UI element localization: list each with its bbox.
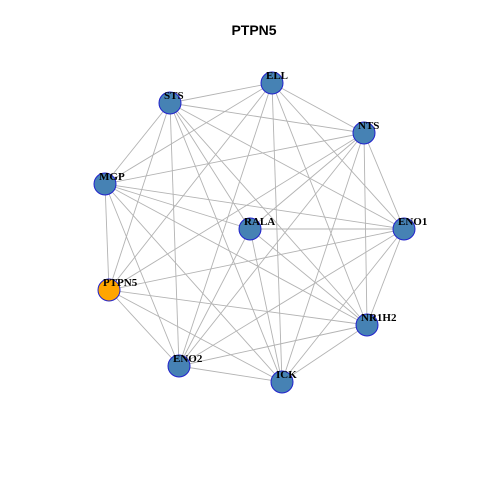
- node-label: MGP: [99, 171, 125, 183]
- edge: [249, 228, 283, 383]
- edge: [271, 82, 365, 134]
- edge: [178, 82, 273, 367]
- node: [392, 217, 416, 241]
- node: [238, 217, 262, 241]
- node: [158, 91, 182, 115]
- edge: [104, 183, 251, 230]
- edge: [104, 183, 180, 367]
- node: [167, 354, 191, 378]
- edge: [104, 183, 110, 291]
- edge: [169, 102, 251, 230]
- node-label: ELL: [266, 70, 288, 82]
- edge: [108, 289, 180, 367]
- edge: [108, 289, 283, 383]
- node-label: NR1H2: [361, 312, 397, 324]
- edge: [108, 228, 405, 291]
- node-label: ENO1: [398, 216, 427, 228]
- edge: [169, 102, 365, 134]
- edge: [104, 183, 368, 326]
- edge: [104, 183, 405, 230]
- node: [355, 313, 379, 337]
- edge: [104, 132, 365, 185]
- edge: [363, 132, 405, 230]
- node-label: PTPN5: [103, 277, 138, 289]
- edge: [366, 228, 405, 326]
- node: [93, 172, 117, 196]
- edge: [281, 324, 368, 383]
- edge: [104, 82, 273, 185]
- edge: [169, 102, 283, 383]
- node-label: ENO2: [173, 353, 203, 365]
- edge: [178, 228, 405, 367]
- edge: [108, 289, 368, 326]
- edge: [104, 102, 171, 185]
- nodes: ELL STS NTS MGP RALA ENO1 PTPN5 NR1H2 ENO2 ICK: [93, 70, 427, 394]
- edge: [108, 102, 171, 291]
- edge: [178, 324, 368, 367]
- edge: [178, 228, 251, 367]
- edge: [169, 102, 180, 367]
- edge: [108, 132, 365, 291]
- node: [260, 71, 284, 95]
- edge: [104, 183, 283, 383]
- edge: [178, 365, 283, 383]
- node-label: NTS: [358, 120, 379, 132]
- node: [270, 370, 294, 394]
- edge: [271, 82, 283, 383]
- edge: [249, 132, 365, 230]
- node: [97, 278, 121, 302]
- edge: [281, 228, 405, 383]
- edges: [104, 82, 405, 383]
- diagram-title: PTPN5: [231, 22, 276, 38]
- node-label: RALA: [244, 216, 275, 228]
- node: [352, 121, 376, 145]
- node-label: ICK: [276, 369, 297, 381]
- node-label: STS: [164, 90, 184, 102]
- edge: [271, 82, 405, 230]
- edge: [108, 82, 273, 291]
- edge: [169, 82, 273, 104]
- edge: [249, 228, 368, 326]
- edge: [178, 132, 365, 367]
- edge: [271, 82, 368, 326]
